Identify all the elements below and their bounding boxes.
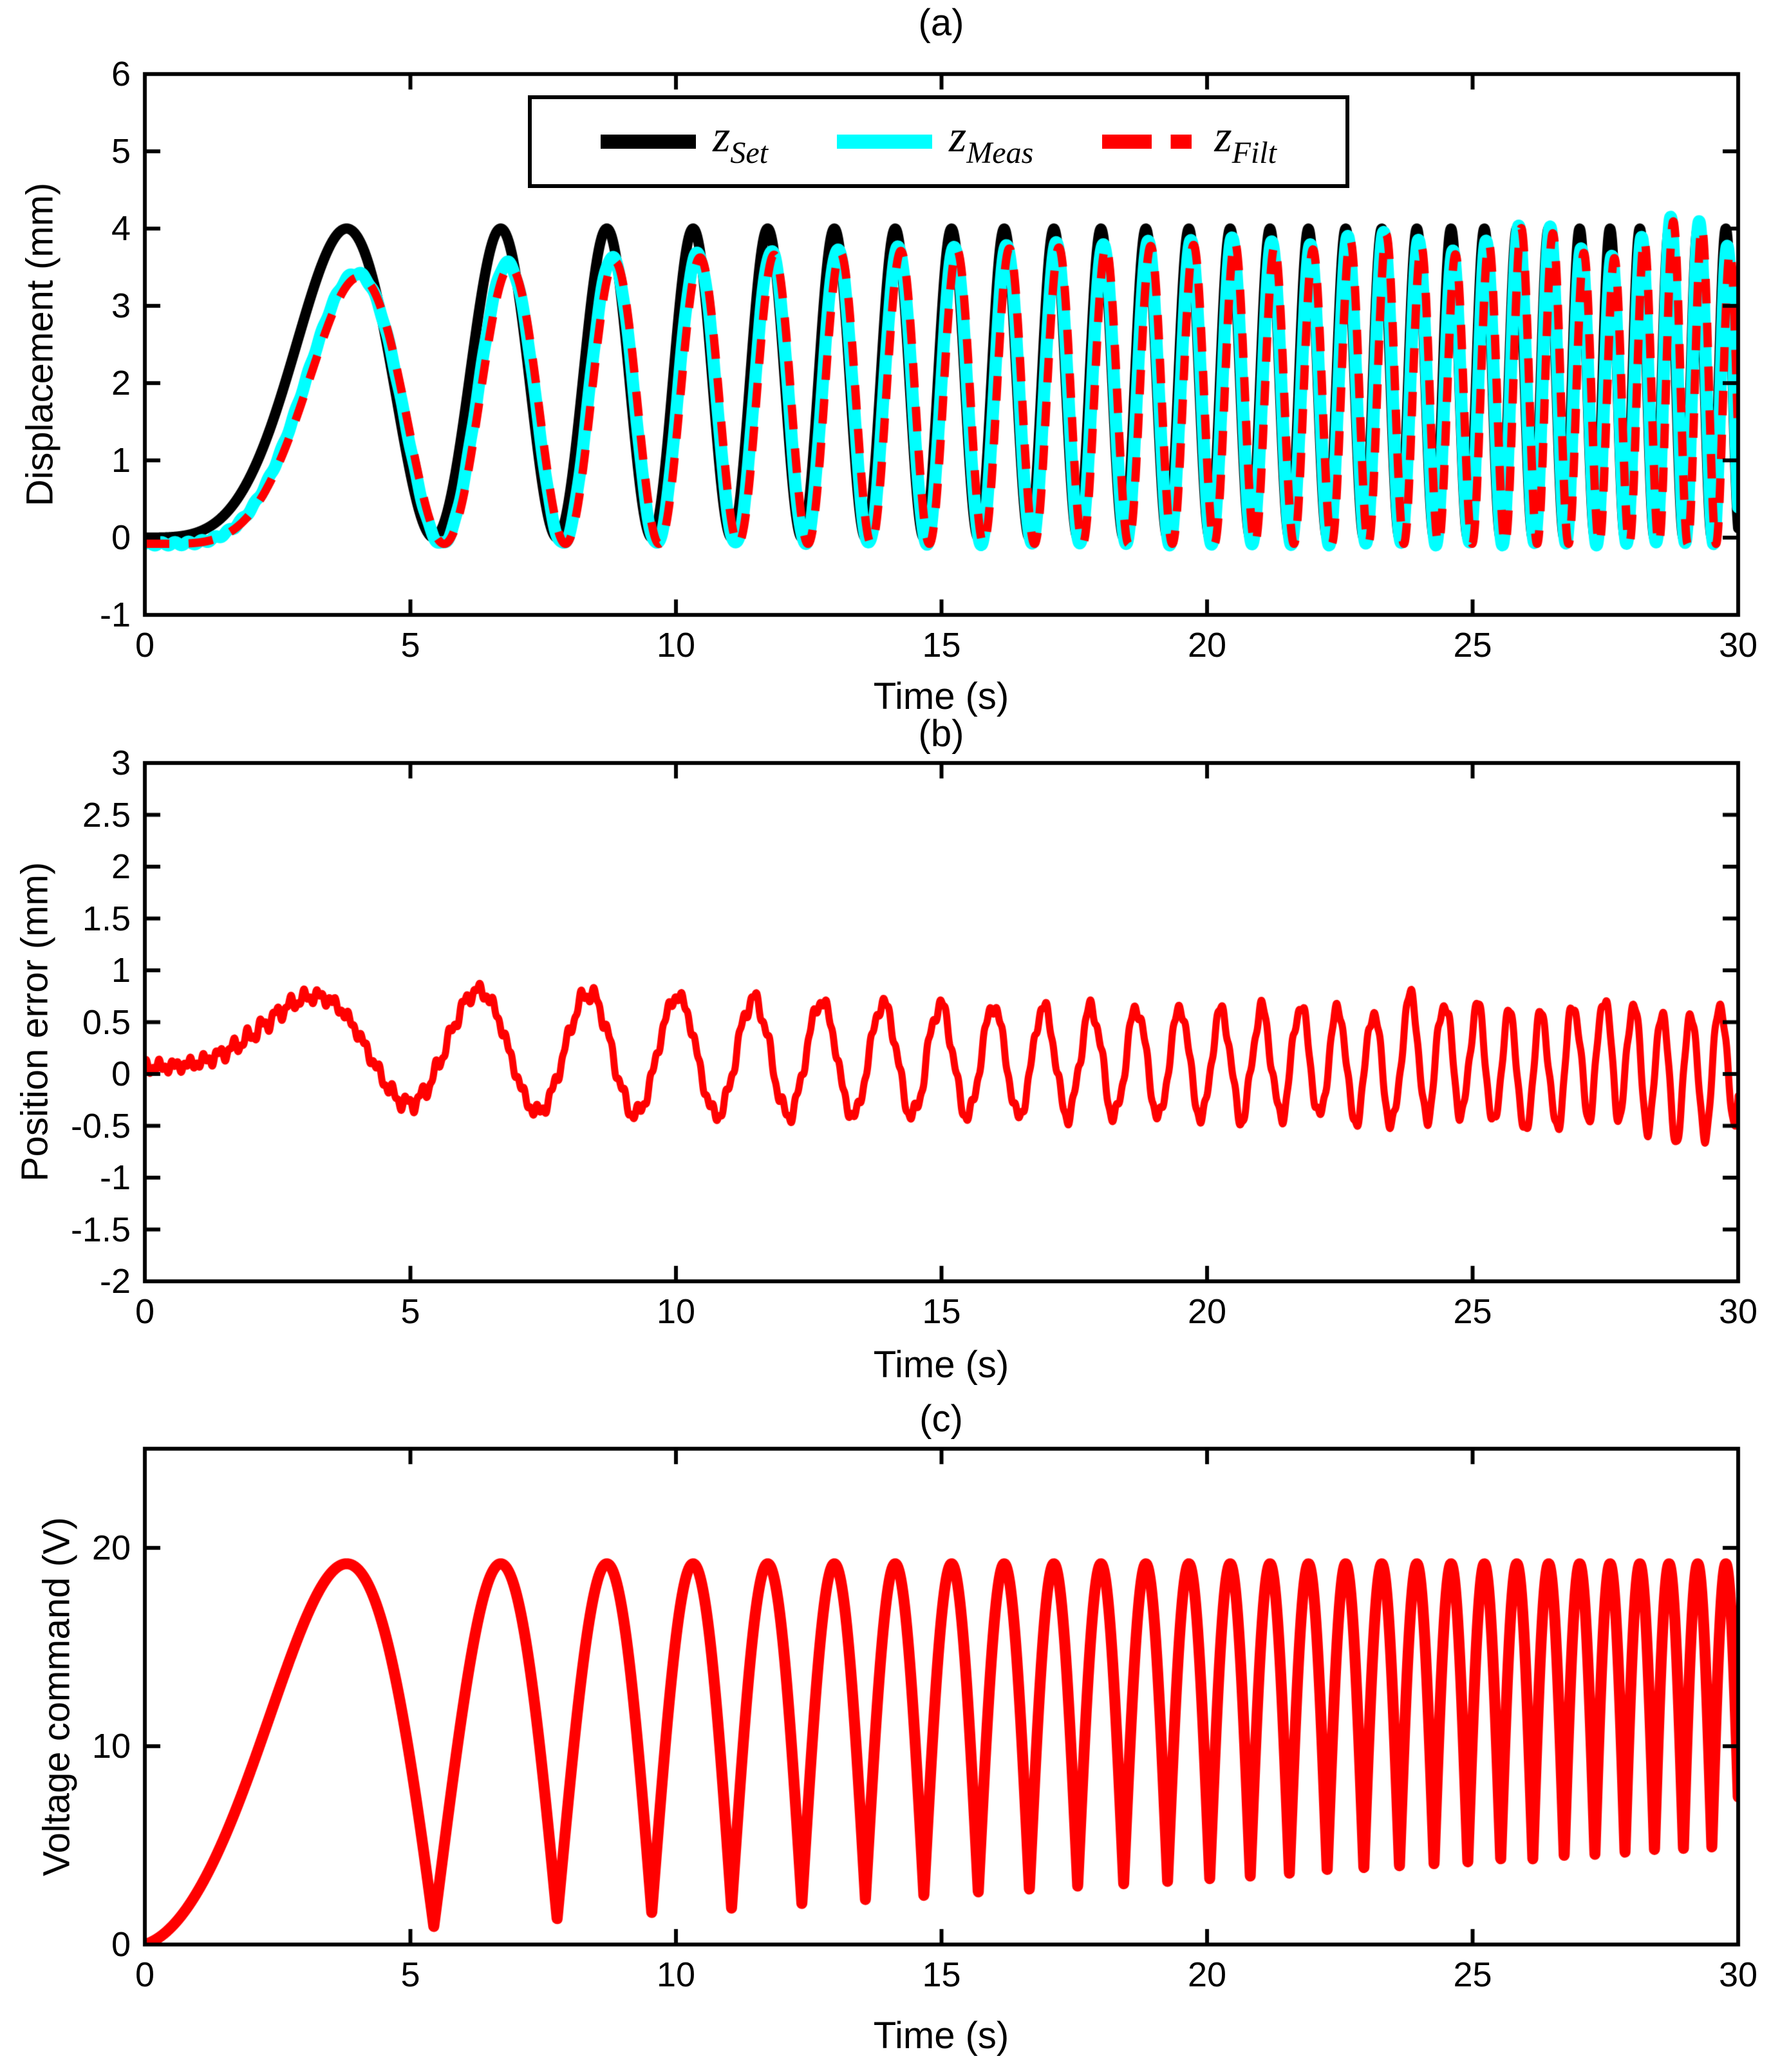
panel-c-ylabel: Voltage command (V) xyxy=(35,1517,78,1876)
legend-entry-zmeas: zMeas xyxy=(837,115,1033,169)
panel-c-xtick-label: 10 xyxy=(656,1955,696,1994)
panel-b-ytick-label: -1.5 xyxy=(70,1210,131,1249)
panel-a-title: (a) xyxy=(918,2,964,44)
legend: zSet zMeas zFilt xyxy=(528,95,1349,188)
panel-c-ytick-label: 10 xyxy=(91,1727,131,1766)
panel-a-xtick-label: 5 xyxy=(400,626,420,664)
panel-c-xtick-label: 30 xyxy=(1718,1955,1758,1994)
panel-a-xlabel: Time (s) xyxy=(873,675,1009,717)
zset-line-sample xyxy=(601,135,697,149)
panel-c-ytick-label: 20 xyxy=(91,1529,131,1567)
panel-b-xtick-label: 5 xyxy=(400,1292,420,1331)
panel-c-xtick-label: 0 xyxy=(135,1955,155,1994)
panel-a-xtick-label: 0 xyxy=(135,626,155,664)
panel-b-xtick-label: 10 xyxy=(656,1292,696,1331)
zmeas-label: zMeas xyxy=(949,112,1034,170)
panel-b-ytick-label: 1 xyxy=(111,951,131,990)
panel-b-ytick-label: -1 xyxy=(99,1158,131,1197)
panel-a-ytick-label: -1 xyxy=(99,596,131,634)
panel-b-ytick-label: 0.5 xyxy=(82,1003,131,1042)
panel-b-xtick-label: 20 xyxy=(1187,1292,1227,1331)
panel-b-xtick-label: 25 xyxy=(1453,1292,1492,1331)
panel-b-xtick-label: 0 xyxy=(135,1292,155,1331)
panel-c-title: (c) xyxy=(919,1398,963,1440)
panel-b-ylabel: Position error (mm) xyxy=(14,862,56,1182)
panel-a-ytick-label: 0 xyxy=(111,518,131,557)
panel-a-xtick-label: 15 xyxy=(922,626,961,664)
panel-c-xtick-label: 25 xyxy=(1453,1955,1492,1994)
panel-c-xtick-label: 5 xyxy=(400,1955,420,1994)
legend-entry-zset: zSet xyxy=(601,115,768,169)
panel-a-xtick-label: 20 xyxy=(1187,626,1227,664)
panel-a-ytick-label: 1 xyxy=(111,441,131,480)
panel-b-title: (b) xyxy=(918,713,964,755)
panel-b-xtick-label: 30 xyxy=(1718,1292,1758,1331)
zset-label: zSet xyxy=(713,112,768,170)
panel-a-ytick-label: 5 xyxy=(111,132,131,171)
zmeas-line-sample xyxy=(837,135,933,149)
panel-b-ytick-label: 2.5 xyxy=(82,795,131,834)
panel-b-xtick-label: 15 xyxy=(922,1292,961,1331)
panel-a-ytick-label: 3 xyxy=(111,287,131,325)
panel-c-ytick-label: 0 xyxy=(111,1925,131,1964)
legend-entry-zfilt: zFilt xyxy=(1102,115,1277,169)
panel-c-xtick-label: 15 xyxy=(922,1955,961,1994)
panel-b-ytick-label: 2 xyxy=(111,847,131,886)
panel-a-ytick-label: 2 xyxy=(111,364,131,402)
panel-b-xlabel: Time (s) xyxy=(873,1344,1009,1386)
panel-c-xlabel: Time (s) xyxy=(873,2015,1009,2057)
panel-a-xtick-label: 10 xyxy=(656,626,696,664)
panel-b-ytick-label: -2 xyxy=(99,1262,131,1301)
panel-a-ylabel: Displacement (mm) xyxy=(19,182,61,507)
panel-a-xtick-label: 30 xyxy=(1718,626,1758,664)
panel-b-ytick-label: 1.5 xyxy=(82,899,131,938)
zfilt-line-sample xyxy=(1102,135,1198,149)
zfilt-label: zFilt xyxy=(1214,112,1277,170)
panel-b-ytick-label: -0.5 xyxy=(70,1106,131,1145)
panel-b-ytick-label: 3 xyxy=(111,744,131,782)
panel-a-ytick-label: 4 xyxy=(111,209,131,248)
panel-a-xtick-label: 25 xyxy=(1453,626,1492,664)
panel-c-xtick-label: 20 xyxy=(1187,1955,1227,1994)
panel-a-ytick-label: 6 xyxy=(111,55,131,93)
panel-b-ytick-label: 0 xyxy=(111,1055,131,1093)
